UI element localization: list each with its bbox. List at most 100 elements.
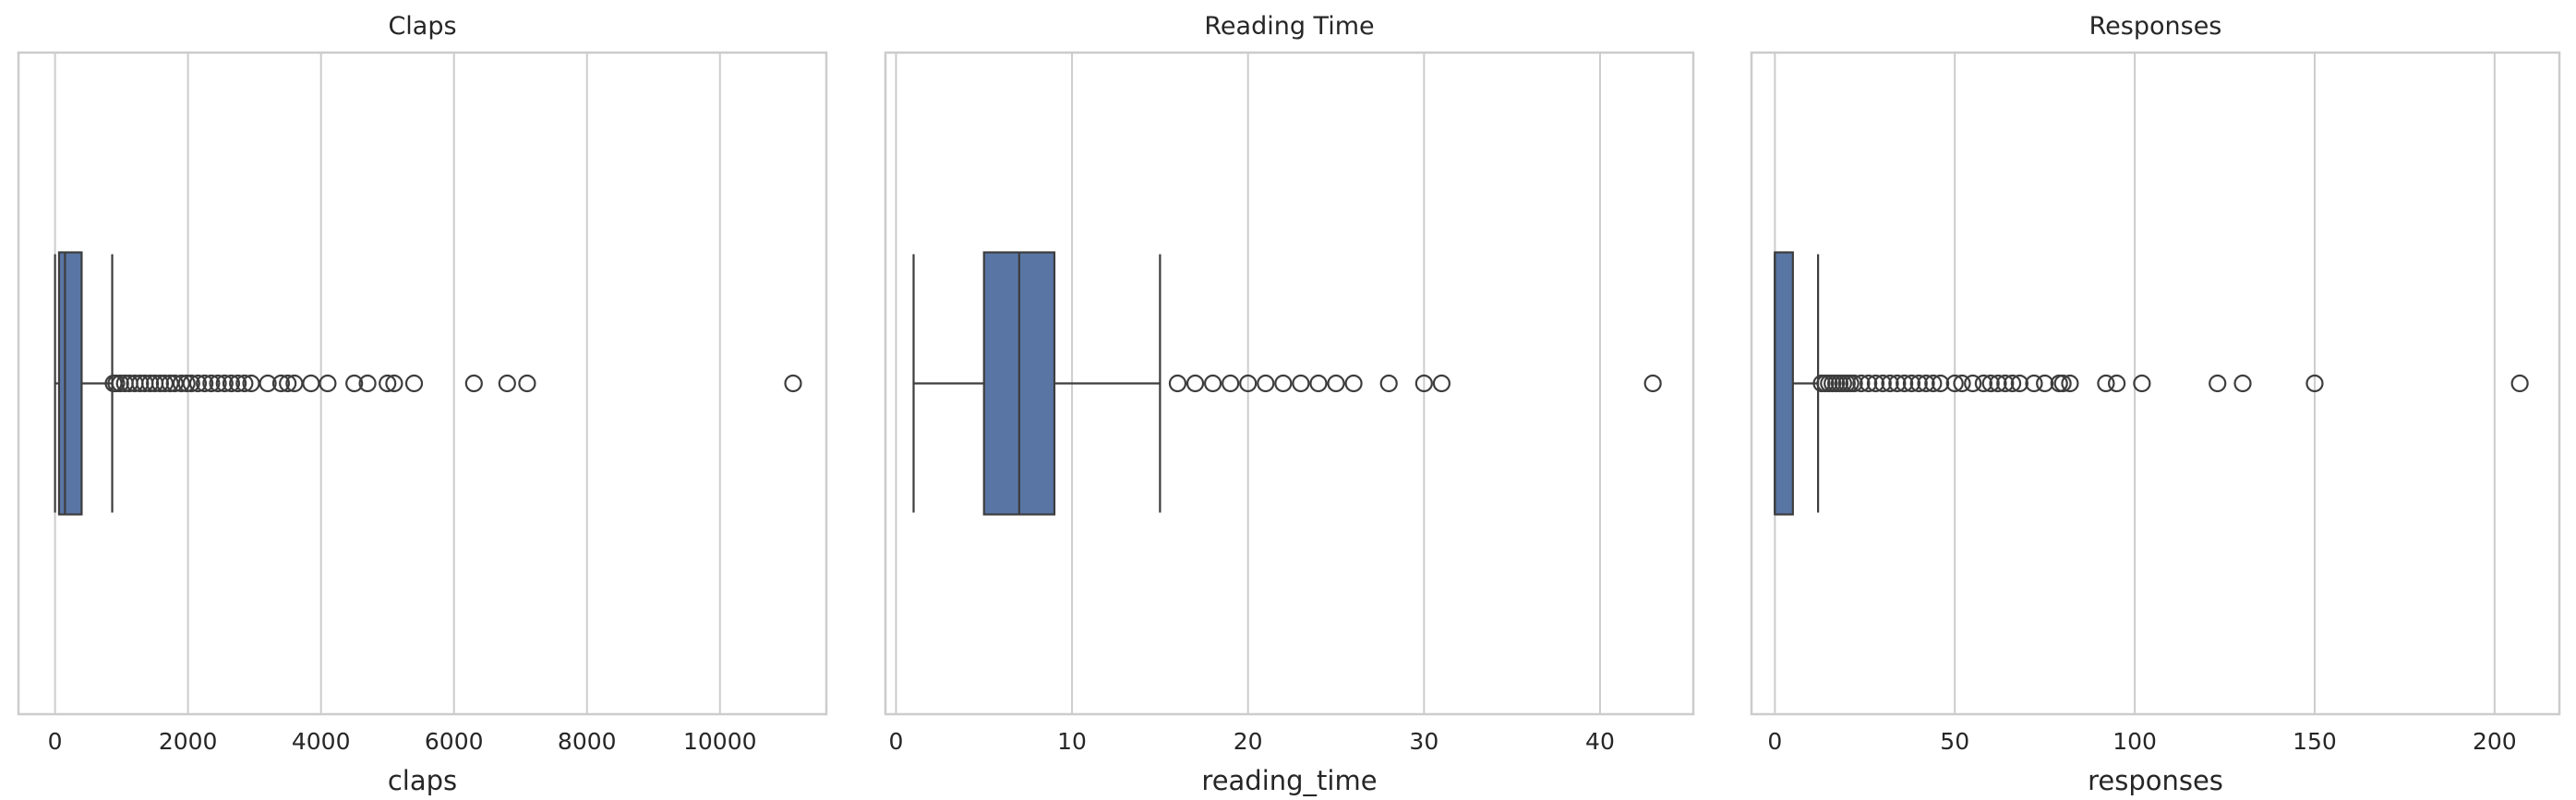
outlier-point <box>1989 374 2007 393</box>
outlier-point <box>271 374 291 393</box>
x-tick-label: 100 <box>2113 728 2157 755</box>
outlier-point <box>2233 374 2252 393</box>
outlier-point <box>1344 374 1363 393</box>
outlier-point <box>1896 374 1914 393</box>
outlier-point <box>209 374 227 393</box>
outlier-point <box>1186 374 1205 393</box>
x-tick-label: 8000 <box>558 728 617 755</box>
outlier-point <box>2097 374 2115 393</box>
subplot-3: 0 50 100 150 200 Responses responses <box>1750 12 2561 796</box>
x-tick-label: 4000 <box>292 728 351 755</box>
x-tick-label: 10000 <box>683 728 757 755</box>
outlier-point <box>235 374 254 393</box>
outlier-point <box>140 374 160 393</box>
outlier-point <box>1996 374 2015 393</box>
outlier-point <box>202 374 221 393</box>
outlier-point <box>2053 374 2072 393</box>
outlier-point <box>319 374 337 393</box>
x-tick-label: 0 <box>1767 728 1782 755</box>
outlier-point <box>1292 374 1310 393</box>
subplot-2: 0 10 20 30 40 Reading Time reading_time <box>884 12 1695 796</box>
outlier-point <box>498 374 516 393</box>
outlier-point <box>1888 374 1907 393</box>
subplot-1: 0 2000 4000 6000 8000 10000 Claps claps <box>17 12 828 796</box>
outlier-point <box>1845 374 1863 393</box>
outlier-point <box>229 374 247 393</box>
iqr-box <box>57 251 83 516</box>
x-tick-label: 50 <box>1940 728 1969 755</box>
outlier-point <box>1902 374 1921 393</box>
outlier-point <box>2133 374 2151 393</box>
outlier-point <box>1379 374 1398 393</box>
plot-frame <box>884 51 1695 716</box>
x-axis-label: claps <box>388 765 457 796</box>
outlier-point <box>1222 374 1240 393</box>
outlier-point <box>1168 374 1187 393</box>
outlier-point <box>784 374 802 393</box>
x-tick-label: 10 <box>1057 728 1087 755</box>
outlier-point <box>1239 374 1258 393</box>
outlier-point <box>182 374 200 393</box>
plot-frame <box>1750 51 2561 716</box>
outlier-point <box>1860 374 1878 393</box>
outlier-point <box>1414 374 1433 393</box>
outlier-point <box>1327 374 1345 393</box>
outlier-point <box>1309 374 1328 393</box>
outlier-point <box>1932 374 1950 393</box>
outlier-point <box>1917 374 1935 393</box>
outlier-point <box>1981 374 2000 393</box>
outlier-point <box>1643 374 1662 393</box>
outlier-point <box>111 374 129 393</box>
x-tick-label: 150 <box>2293 728 2337 755</box>
outlier-point <box>1432 374 1451 393</box>
outlier-point <box>177 374 196 393</box>
outlier-point <box>1873 374 1892 393</box>
subplot-title: Reading Time <box>1204 12 1374 41</box>
outlier-point <box>404 374 424 393</box>
outlier-point <box>1974 374 1992 393</box>
outlier-point <box>196 374 214 393</box>
outlier-point <box>188 374 208 393</box>
x-tick-label: 20 <box>1234 728 1263 755</box>
x-tick-label: 2000 <box>159 728 218 755</box>
outlier-point <box>1909 374 1928 393</box>
outlier-point <box>2036 374 2054 393</box>
outlier-point <box>2010 374 2028 393</box>
outlier-point <box>1866 374 1885 393</box>
outlier-point <box>1257 374 1275 393</box>
x-tick-label: 0 <box>888 728 903 755</box>
outlier-point <box>379 374 397 393</box>
outlier-point <box>518 374 536 393</box>
outlier-point <box>1924 374 1943 393</box>
outlier-point <box>131 374 150 393</box>
outlier-point <box>2025 374 2043 393</box>
outlier-point <box>2305 374 2324 393</box>
outlier-point <box>2108 374 2126 393</box>
outlier-point <box>1881 374 1899 393</box>
x-axis-label: reading_time <box>1201 765 1377 796</box>
outlier-point <box>1852 374 1871 393</box>
outlier-point <box>345 374 364 393</box>
x-tick-label: 30 <box>1409 728 1438 755</box>
outlier-point <box>1945 374 1964 393</box>
outlier-point <box>464 374 483 393</box>
outlier-point <box>259 374 277 393</box>
outlier-point <box>2209 374 2227 393</box>
outlier-point <box>222 374 241 393</box>
outlier-point <box>150 374 169 393</box>
outlier-point <box>1274 374 1293 393</box>
x-tick-label: 40 <box>1585 728 1615 755</box>
iqr-box <box>1774 251 1794 516</box>
outlier-point <box>1964 374 1982 393</box>
outlier-point <box>358 374 377 393</box>
outlier-point <box>2003 374 2022 393</box>
subplot-title: Claps <box>388 12 456 41</box>
outlier-point <box>385 374 403 393</box>
plot-frame <box>17 51 828 716</box>
outlier-point <box>2061 374 2079 393</box>
outlier-point <box>302 374 320 393</box>
outlier-point <box>2510 374 2529 393</box>
outlier-point <box>279 374 297 393</box>
outlier-point <box>215 374 234 393</box>
